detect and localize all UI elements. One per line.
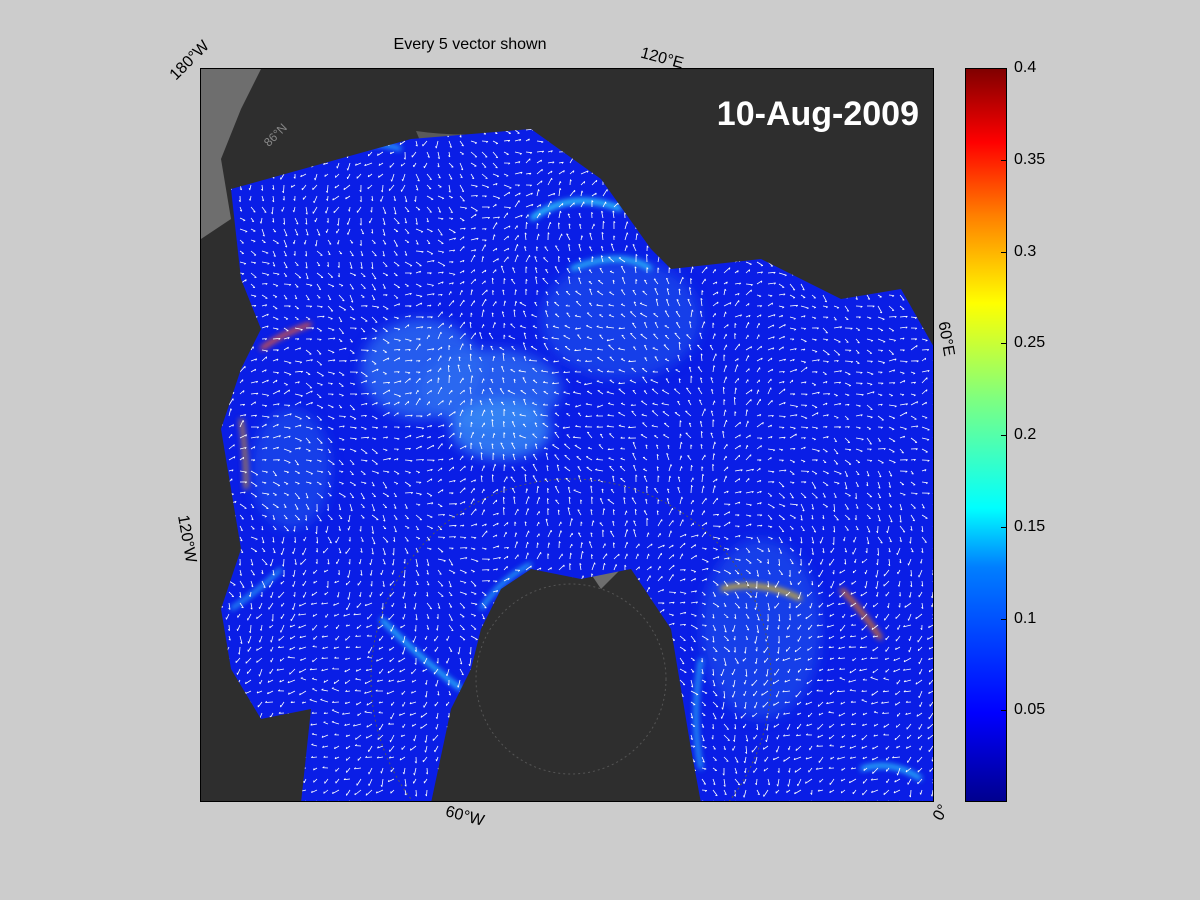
lon-label-0: 0° [930,801,953,824]
colorbar-tick-label: 0.05 [1014,701,1046,719]
lon-label-120w: 120°W [174,513,200,565]
lon-label-60w: 60°W [443,803,486,830]
colorbar [965,68,1007,802]
colorbar-tick-mark [1001,251,1007,253]
figure-title: Every 5 vector shown [393,36,547,53]
colorbar-tick-mark [1001,618,1007,620]
colorbar-tick-mark [1001,159,1007,161]
lon-label-60e: 60°E [934,320,958,358]
date-label: 10-Aug-2009 [716,95,919,133]
colorbar-tick-label: 0.3 [1014,242,1037,260]
colorbar-tick-mark [1001,710,1007,712]
graticule [370,478,772,801]
colorbar-tick-label: 0.4 [1014,59,1037,76]
coast-shade-nw [201,69,261,239]
polar-map: 10-Aug-2009 [200,68,934,802]
colorbar-tick-label: 0.15 [1014,517,1046,535]
colorbar-tick-mark [1001,435,1007,436]
colorbar-tick-mark [1001,343,1007,345]
colorbar-tick-label: 0.1 [1014,609,1037,627]
colorbar-tick-label: 0.25 [1014,334,1046,352]
colorbar-tick-label: 0.2 [1014,426,1037,443]
colorbar-tick-label: 0.35 [1014,150,1046,168]
colorbar-tick-mark [1001,68,1007,69]
map-canvas [201,69,933,801]
colorbar-tick-mark [1001,526,1007,528]
